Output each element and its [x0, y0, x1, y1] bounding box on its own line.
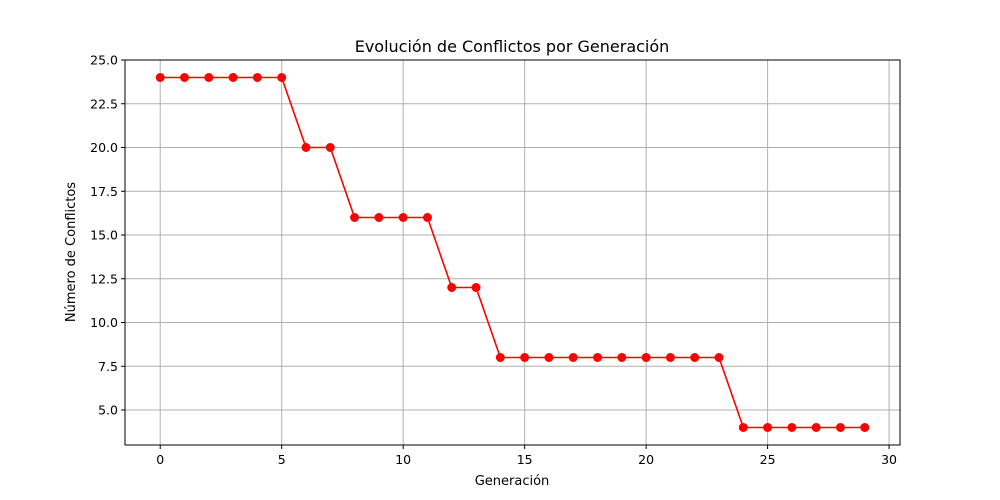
data-point-marker [447, 283, 457, 292]
x-tick-label: 30 [881, 452, 897, 467]
x-tick-label: 5 [278, 452, 286, 467]
data-point-marker [860, 423, 870, 432]
chart-title: Evolución de Conflictos por Generación [355, 37, 670, 56]
x-tick-label: 15 [517, 452, 533, 467]
y-axis-ticks: 5.0 7.5 10.0 12.5 15.0 17.5 20.0 22.5 25.0 [90, 53, 125, 418]
y-tick-label: 25.0 [90, 53, 118, 68]
data-point-marker [787, 423, 797, 432]
x-tick-label: 20 [638, 452, 654, 467]
data-point-marker [180, 73, 190, 82]
y-tick-label: 17.5 [90, 184, 118, 199]
x-tick-label: 0 [156, 452, 164, 467]
data-point-marker [252, 73, 262, 82]
series-line [160, 76, 865, 429]
x-tick-label: 10 [395, 452, 411, 467]
data-point-marker [471, 283, 481, 292]
y-tick-label: 7.5 [98, 359, 118, 374]
data-point-marker [155, 73, 165, 82]
data-point-marker [422, 213, 432, 222]
x-axis-ticks: 0 5 10 15 20 25 30 [156, 445, 897, 467]
data-point-marker [325, 143, 335, 152]
data-point-marker [544, 353, 554, 362]
data-point-marker [593, 353, 603, 362]
data-point-marker [350, 213, 360, 222]
data-point-marker [811, 423, 821, 432]
data-point-marker [617, 353, 627, 362]
data-point-marker [763, 423, 773, 432]
data-point-marker [204, 73, 214, 82]
data-point-marker [665, 353, 675, 362]
data-point-marker [714, 353, 724, 362]
y-tick-label: 22.5 [90, 96, 118, 111]
data-point-marker [374, 213, 384, 222]
data-point-marker [641, 353, 651, 362]
plot-frame [124, 59, 901, 446]
data-point-marker [398, 213, 408, 222]
grid-lines [125, 59, 900, 445]
y-tick-label: 5.0 [98, 403, 118, 418]
data-point-marker [520, 353, 530, 362]
data-point-marker [568, 353, 578, 362]
y-tick-label: 12.5 [90, 271, 118, 286]
x-axis-label: Generación [475, 474, 550, 489]
y-tick-label: 15.0 [90, 228, 118, 243]
data-point-marker [738, 423, 748, 432]
y-tick-label: 20.0 [90, 140, 118, 155]
y-axis-label: Número de Conflictos [64, 182, 79, 322]
data-point-marker [495, 353, 505, 362]
data-point-marker [228, 73, 238, 82]
series-layer [155, 73, 870, 432]
data-point-marker [690, 353, 700, 362]
data-point-marker [301, 143, 311, 152]
data-point-marker [835, 423, 845, 432]
y-tick-label: 10.0 [90, 315, 118, 330]
data-point-marker [277, 73, 287, 82]
x-tick-label: 25 [760, 452, 776, 467]
